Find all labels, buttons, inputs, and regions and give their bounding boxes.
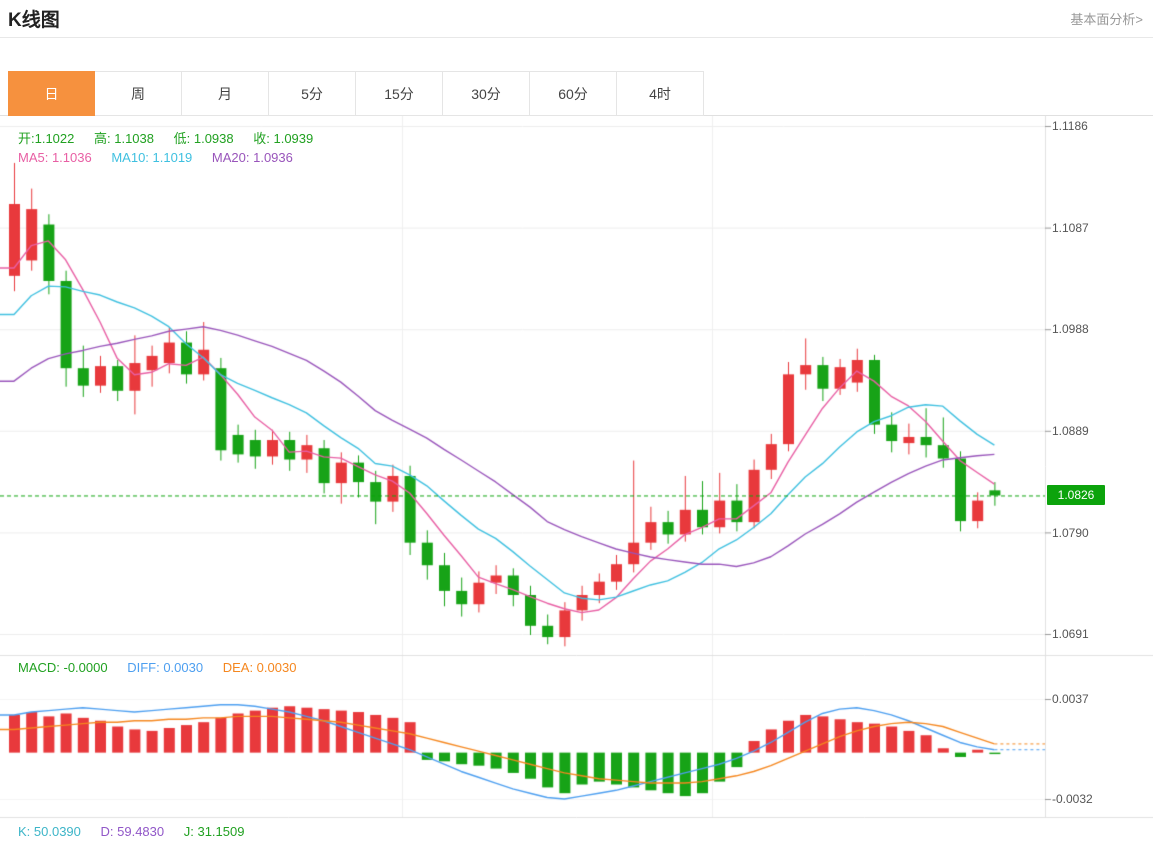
tab-30min[interactable]: 30分 bbox=[443, 71, 530, 116]
price-axis-label: 1.0889 bbox=[1052, 424, 1089, 438]
ohlc-close: 收: 1.0939 bbox=[253, 131, 314, 146]
tab-4hour[interactable]: 4时 bbox=[617, 71, 704, 116]
macd-value: MACD: -0.0000 bbox=[18, 660, 108, 675]
ohlc-high: 高: 1.1038 bbox=[94, 131, 154, 146]
ma-legend: MA5: 1.1036 MA10: 1.1019 MA20: 1.0936 bbox=[18, 150, 309, 165]
ma5-value: MA5: 1.1036 bbox=[18, 150, 92, 165]
tab-week[interactable]: 周 bbox=[95, 71, 182, 116]
tab-month[interactable]: 月 bbox=[182, 71, 269, 116]
kdj-j-value: J: 31.1509 bbox=[183, 824, 245, 839]
kdj-legend: K: 50.0390 D: 59.4830 J: 31.1509 bbox=[18, 824, 260, 839]
macd-legend: MACD: -0.0000 DIFF: 0.0030 DEA: 0.0030 bbox=[18, 660, 312, 675]
ohlc-open: 开:1.1022 bbox=[18, 131, 75, 146]
dea-value: DEA: 0.0030 bbox=[222, 660, 297, 675]
page-title: K线图 bbox=[8, 10, 60, 31]
kdj-k-value: K: 50.0390 bbox=[18, 824, 81, 839]
macd-axis-label: 0.0037 bbox=[1052, 692, 1089, 706]
price-axis-label: 1.1087 bbox=[1052, 221, 1089, 235]
interval-tabs: 日 周 月 5分 15分 30分 60分 4时 bbox=[8, 71, 1153, 116]
tab-day[interactable]: 日 bbox=[8, 71, 95, 116]
current-price-badge: 1.0826 bbox=[1047, 485, 1105, 505]
tab-15min[interactable]: 15分 bbox=[356, 71, 443, 116]
macd-axis-label: -0.0032 bbox=[1052, 792, 1093, 806]
fundamental-analysis-link[interactable]: 基本面分析> bbox=[1070, 12, 1143, 27]
ohlc-legend: 开:1.1022 高: 1.1038 低: 1.0938 收: 1.0939 bbox=[18, 128, 329, 147]
kdj-d-value: D: 59.4830 bbox=[100, 824, 165, 839]
price-axis-label: 1.0691 bbox=[1052, 627, 1089, 641]
header: K线图 基本面分析> bbox=[0, 0, 1153, 38]
ma20-value: MA20: 1.0936 bbox=[211, 150, 293, 165]
kline-chart-area: 开:1.1022 高: 1.1038 低: 1.0938 收: 1.0939 M… bbox=[0, 116, 1153, 842]
tab-60min[interactable]: 60分 bbox=[530, 71, 617, 116]
diff-value: DIFF: 0.0030 bbox=[127, 660, 204, 675]
price-axis-label: 1.0790 bbox=[1052, 526, 1089, 540]
ma10-value: MA10: 1.1019 bbox=[111, 150, 193, 165]
kline-canvas[interactable] bbox=[0, 116, 1153, 842]
price-axis-label: 1.1186 bbox=[1052, 119, 1088, 133]
ohlc-low: 低: 1.0938 bbox=[173, 131, 234, 146]
interval-tabbar: 日 周 月 5分 15分 30分 60分 4时 bbox=[0, 71, 1153, 116]
tab-5min[interactable]: 5分 bbox=[269, 71, 356, 116]
price-axis-label: 1.0988 bbox=[1052, 322, 1089, 336]
